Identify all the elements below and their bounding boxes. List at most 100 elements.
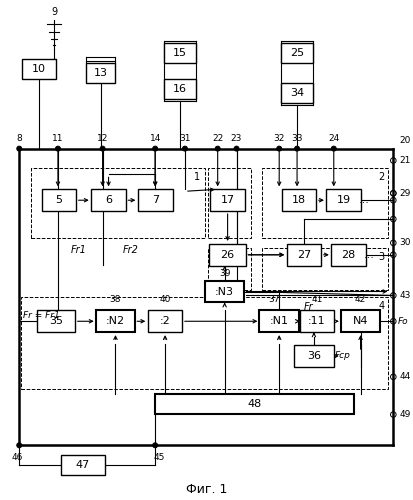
Circle shape — [152, 443, 157, 448]
Text: :N3: :N3 — [215, 286, 234, 296]
Bar — [325, 190, 360, 211]
Text: 20: 20 — [398, 136, 410, 145]
Text: 37: 37 — [268, 295, 279, 304]
Text: Fr1: Fr1 — [71, 245, 86, 255]
Text: 49: 49 — [398, 410, 410, 419]
Text: 40: 40 — [159, 295, 171, 304]
Text: Fr = Fr1: Fr = Fr1 — [23, 311, 59, 320]
Text: 14: 14 — [149, 134, 161, 143]
Text: Fcp: Fcp — [334, 352, 350, 360]
Bar — [281, 190, 316, 211]
Text: Fr: Fr — [304, 302, 313, 312]
Text: 28: 28 — [341, 250, 355, 260]
Circle shape — [17, 146, 21, 151]
Text: 44: 44 — [398, 372, 410, 382]
Text: 3: 3 — [377, 252, 383, 262]
Text: 47: 47 — [76, 460, 90, 470]
Circle shape — [233, 146, 238, 151]
Text: 30: 30 — [398, 238, 410, 248]
Circle shape — [55, 146, 60, 151]
Text: 2: 2 — [377, 172, 383, 182]
Text: 24: 24 — [328, 134, 339, 143]
Text: 19: 19 — [336, 195, 350, 205]
Bar — [147, 310, 182, 332]
Text: 25: 25 — [289, 48, 304, 58]
Bar — [95, 310, 135, 332]
Text: 39: 39 — [218, 269, 230, 278]
Bar — [164, 44, 195, 64]
Text: ...: ... — [363, 250, 374, 260]
Text: Fr2: Fr2 — [122, 245, 138, 255]
Text: 1: 1 — [193, 172, 199, 182]
Bar — [21, 298, 387, 388]
Text: 46: 46 — [12, 452, 23, 462]
Text: :11: :11 — [307, 316, 325, 326]
Bar — [31, 168, 204, 238]
Bar — [91, 190, 126, 211]
Text: :N2: :N2 — [106, 316, 125, 326]
Text: 43: 43 — [398, 291, 410, 300]
Text: 21: 21 — [398, 156, 410, 165]
Bar — [286, 244, 320, 266]
Text: 31: 31 — [179, 134, 190, 143]
Bar — [36, 310, 75, 332]
Text: 8: 8 — [17, 134, 22, 143]
Text: 13: 13 — [93, 68, 107, 78]
Text: 10: 10 — [32, 64, 46, 74]
Text: 32: 32 — [273, 134, 284, 143]
Circle shape — [276, 146, 281, 151]
Text: Fo: Fo — [396, 317, 407, 326]
Text: 42: 42 — [354, 295, 366, 304]
Text: ...: ... — [358, 195, 369, 205]
Text: 11: 11 — [52, 134, 64, 143]
Bar — [207, 168, 251, 238]
Text: N4: N4 — [352, 316, 368, 326]
Bar — [155, 394, 353, 413]
Text: 9: 9 — [51, 6, 57, 16]
Text: 18: 18 — [291, 195, 305, 205]
Circle shape — [330, 146, 335, 151]
Text: 6: 6 — [105, 195, 112, 205]
Text: 17: 17 — [220, 195, 234, 205]
Bar — [61, 455, 104, 475]
Bar — [22, 60, 56, 79]
Text: 4: 4 — [377, 302, 383, 312]
Bar — [262, 168, 387, 238]
Text: 23: 23 — [230, 134, 242, 143]
Bar — [41, 190, 76, 211]
Text: 12: 12 — [97, 134, 108, 143]
Text: 29: 29 — [398, 189, 410, 198]
Text: 7: 7 — [151, 195, 158, 205]
Bar — [207, 248, 251, 290]
Text: 45: 45 — [153, 452, 164, 462]
Bar — [209, 244, 245, 266]
Text: 26: 26 — [220, 250, 234, 260]
Text: :2: :2 — [159, 316, 170, 326]
Bar — [138, 190, 172, 211]
Bar — [262, 248, 387, 290]
Circle shape — [100, 146, 105, 151]
Bar — [85, 64, 115, 83]
Circle shape — [17, 443, 21, 448]
Text: 27: 27 — [296, 250, 311, 260]
Bar — [330, 244, 365, 266]
Bar — [280, 44, 312, 64]
Text: 16: 16 — [173, 84, 187, 94]
Text: 5: 5 — [55, 195, 62, 205]
Text: 33: 33 — [291, 134, 302, 143]
Text: 41: 41 — [311, 295, 322, 304]
Text: :N1: :N1 — [269, 316, 288, 326]
Bar — [210, 190, 244, 211]
Circle shape — [294, 146, 299, 151]
Bar — [340, 310, 380, 332]
Circle shape — [182, 146, 187, 151]
Text: 35: 35 — [49, 316, 63, 326]
Bar — [293, 345, 333, 367]
Bar — [299, 310, 333, 332]
Text: 48: 48 — [247, 398, 261, 408]
Circle shape — [152, 146, 157, 151]
Text: 22: 22 — [211, 134, 223, 143]
Bar — [204, 280, 244, 302]
Bar — [259, 310, 298, 332]
Bar — [280, 83, 312, 103]
